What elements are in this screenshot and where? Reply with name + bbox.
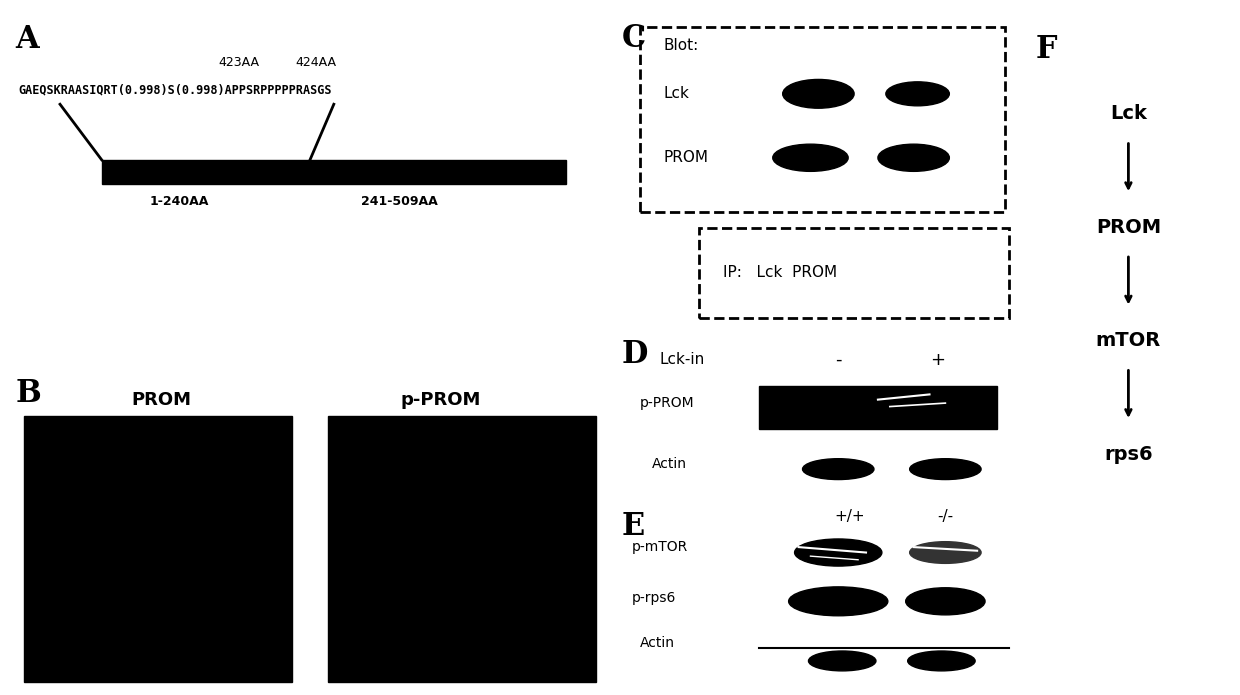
Text: Lck: Lck [1110, 104, 1147, 124]
Bar [102, 160, 565, 184]
Ellipse shape [782, 79, 854, 108]
Ellipse shape [910, 459, 981, 480]
Text: mTOR: mTOR [1096, 332, 1161, 350]
Text: B: B [15, 378, 41, 409]
Ellipse shape [795, 539, 882, 566]
Text: A: A [15, 24, 38, 56]
Text: IP:   Lck  PROM: IP: Lck PROM [723, 265, 837, 280]
Text: +: + [930, 351, 945, 368]
Text: Lck-in: Lck-in [660, 352, 704, 367]
Text: Lck: Lck [663, 86, 689, 101]
Ellipse shape [910, 541, 981, 564]
Text: p-rps6: p-rps6 [632, 591, 676, 605]
Text: 241-509AA: 241-509AA [361, 195, 438, 208]
Text: p-mTOR: p-mTOR [632, 540, 688, 554]
Text: -/-: -/- [937, 509, 954, 524]
Ellipse shape [808, 651, 875, 671]
Text: 1-240AA: 1-240AA [149, 195, 208, 208]
Text: PROM: PROM [1096, 218, 1161, 237]
Ellipse shape [802, 459, 874, 480]
Ellipse shape [878, 144, 950, 172]
Ellipse shape [885, 82, 950, 106]
Text: C: C [622, 24, 646, 54]
Ellipse shape [773, 144, 848, 172]
Text: p-PROM: p-PROM [401, 391, 481, 409]
Bar [25, 416, 293, 682]
Text: PROM: PROM [663, 150, 708, 165]
Ellipse shape [908, 651, 975, 671]
Text: 424AA: 424AA [295, 56, 336, 69]
Text: 423AA: 423AA [218, 56, 259, 69]
Bar [327, 416, 595, 682]
Text: Actin: Actin [640, 636, 675, 650]
Text: PROM: PROM [131, 391, 191, 409]
Text: D: D [622, 338, 649, 370]
Text: -: - [835, 351, 842, 368]
Ellipse shape [905, 588, 985, 615]
Ellipse shape [789, 587, 888, 616]
Text: rps6: rps6 [1104, 445, 1153, 464]
Text: F: F [1035, 34, 1056, 65]
Text: Blot:: Blot: [663, 38, 699, 54]
Text: E: E [622, 511, 645, 542]
Bar [759, 386, 997, 429]
Text: GAEQSKRAASIQRT(0.998)S(0.998)APPSRPPPPPRASGS: GAEQSKRAASIQRT(0.998)S(0.998)APPSRPPPPPR… [19, 84, 332, 97]
Text: p-PROM: p-PROM [640, 396, 694, 410]
Text: Actin: Actin [652, 457, 687, 471]
Text: +/+: +/+ [835, 509, 866, 524]
